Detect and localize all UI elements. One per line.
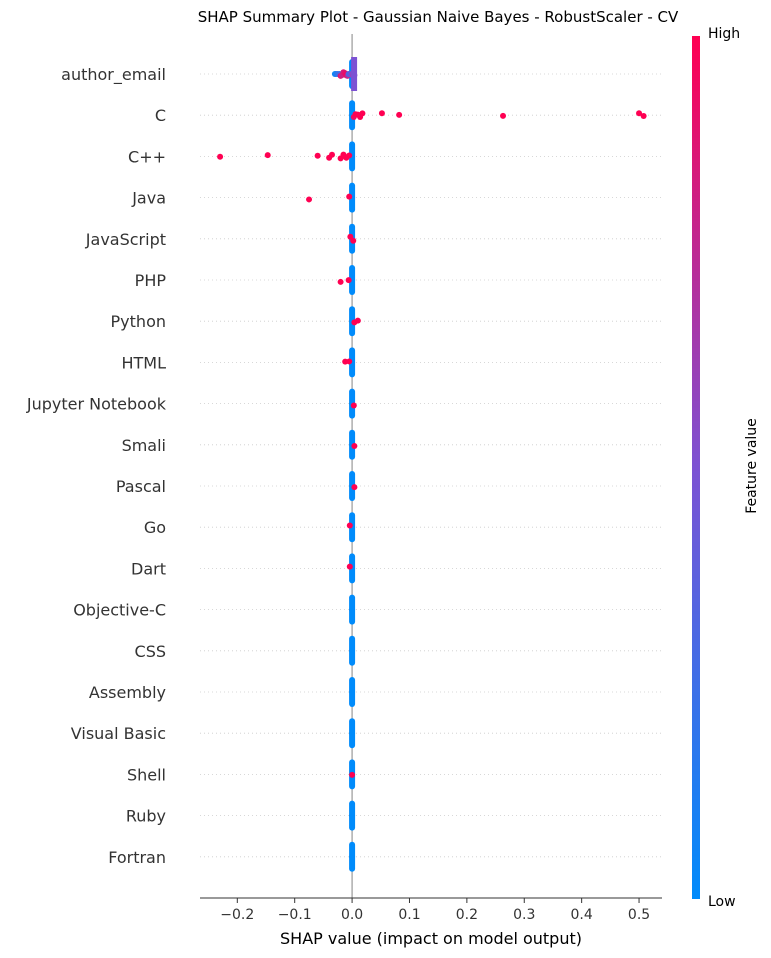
colorbar-high-label: High bbox=[708, 26, 740, 42]
data-point bbox=[346, 522, 353, 529]
colorbar bbox=[692, 36, 700, 899]
feature-label: Ruby bbox=[126, 807, 166, 826]
data-point bbox=[346, 563, 353, 570]
feature-label: C bbox=[155, 106, 166, 125]
chart-title: SHAP Summary Plot - Gaussian Naive Bayes… bbox=[198, 8, 679, 26]
feature-label: Shell bbox=[127, 765, 166, 784]
feature-label: CSS bbox=[135, 642, 166, 661]
x-tick-label: 0.2 bbox=[456, 907, 478, 923]
feature-label: Pascal bbox=[116, 477, 166, 496]
feature-label: Smali bbox=[122, 436, 166, 455]
data-point bbox=[500, 112, 507, 119]
feature-label: JavaScript bbox=[85, 230, 166, 249]
feature-label: Objective-C bbox=[73, 601, 166, 620]
x-tick-label: −0.2 bbox=[220, 907, 254, 923]
x-tick-label: −0.1 bbox=[278, 907, 312, 923]
x-tick-label: 0.1 bbox=[398, 907, 420, 923]
data-point bbox=[349, 606, 356, 613]
x-tick-label: 0.5 bbox=[628, 907, 650, 923]
data-point bbox=[351, 442, 358, 449]
data-point bbox=[346, 358, 353, 365]
data-point bbox=[351, 319, 358, 326]
feature-label: Fortran bbox=[108, 848, 166, 867]
data-point bbox=[350, 237, 357, 244]
colorbar-low-label: Low bbox=[708, 894, 736, 910]
feature-label: Python bbox=[111, 312, 166, 331]
x-axis-label: SHAP value (impact on model output) bbox=[280, 929, 582, 948]
feature-label: Assembly bbox=[89, 683, 166, 702]
data-point bbox=[346, 193, 353, 200]
data-point bbox=[636, 110, 643, 117]
x-tick-label: 0.4 bbox=[571, 907, 593, 923]
data-point bbox=[337, 278, 344, 285]
data-point bbox=[640, 112, 647, 119]
data-point bbox=[314, 152, 321, 159]
feature-label: Go bbox=[144, 518, 166, 537]
data-point bbox=[345, 277, 352, 284]
data-point bbox=[349, 771, 356, 778]
data-point bbox=[217, 153, 224, 160]
data-point bbox=[359, 110, 366, 117]
data-point bbox=[306, 196, 313, 203]
feature-label: Jupyter Notebook bbox=[26, 395, 167, 414]
data-point bbox=[378, 110, 385, 117]
data-point bbox=[396, 111, 403, 118]
data-point bbox=[349, 812, 356, 819]
feature-label: author_email bbox=[61, 65, 166, 85]
data-point bbox=[349, 647, 356, 654]
feature-label: PHP bbox=[135, 271, 167, 290]
data-point bbox=[349, 689, 356, 695]
data-point bbox=[329, 151, 335, 158]
point-band bbox=[351, 57, 358, 91]
points-layer bbox=[217, 57, 647, 872]
data-point bbox=[349, 730, 356, 737]
data-point bbox=[264, 152, 271, 159]
feature-label: HTML bbox=[121, 353, 166, 372]
data-point bbox=[349, 853, 356, 860]
feature-label: C++ bbox=[128, 147, 166, 166]
x-tick-label: 0.0 bbox=[341, 907, 363, 923]
grid-lines bbox=[200, 73, 662, 858]
data-point bbox=[351, 484, 358, 491]
feature-labels: author_email C C++ Java JavaScript PHP Python H… bbox=[26, 65, 167, 867]
feature-label: Java bbox=[131, 189, 166, 208]
data-point bbox=[346, 152, 353, 159]
colorbar-title: Feature value bbox=[744, 418, 760, 514]
x-tick-label: 0.3 bbox=[513, 907, 535, 923]
data-point bbox=[350, 402, 357, 409]
feature-label: Visual Basic bbox=[71, 724, 166, 743]
feature-label: Dart bbox=[131, 559, 166, 578]
x-axis-ticks: −0.2 −0.1 0.0 0.1 0.2 0.3 0.4 0.5 bbox=[220, 898, 650, 923]
